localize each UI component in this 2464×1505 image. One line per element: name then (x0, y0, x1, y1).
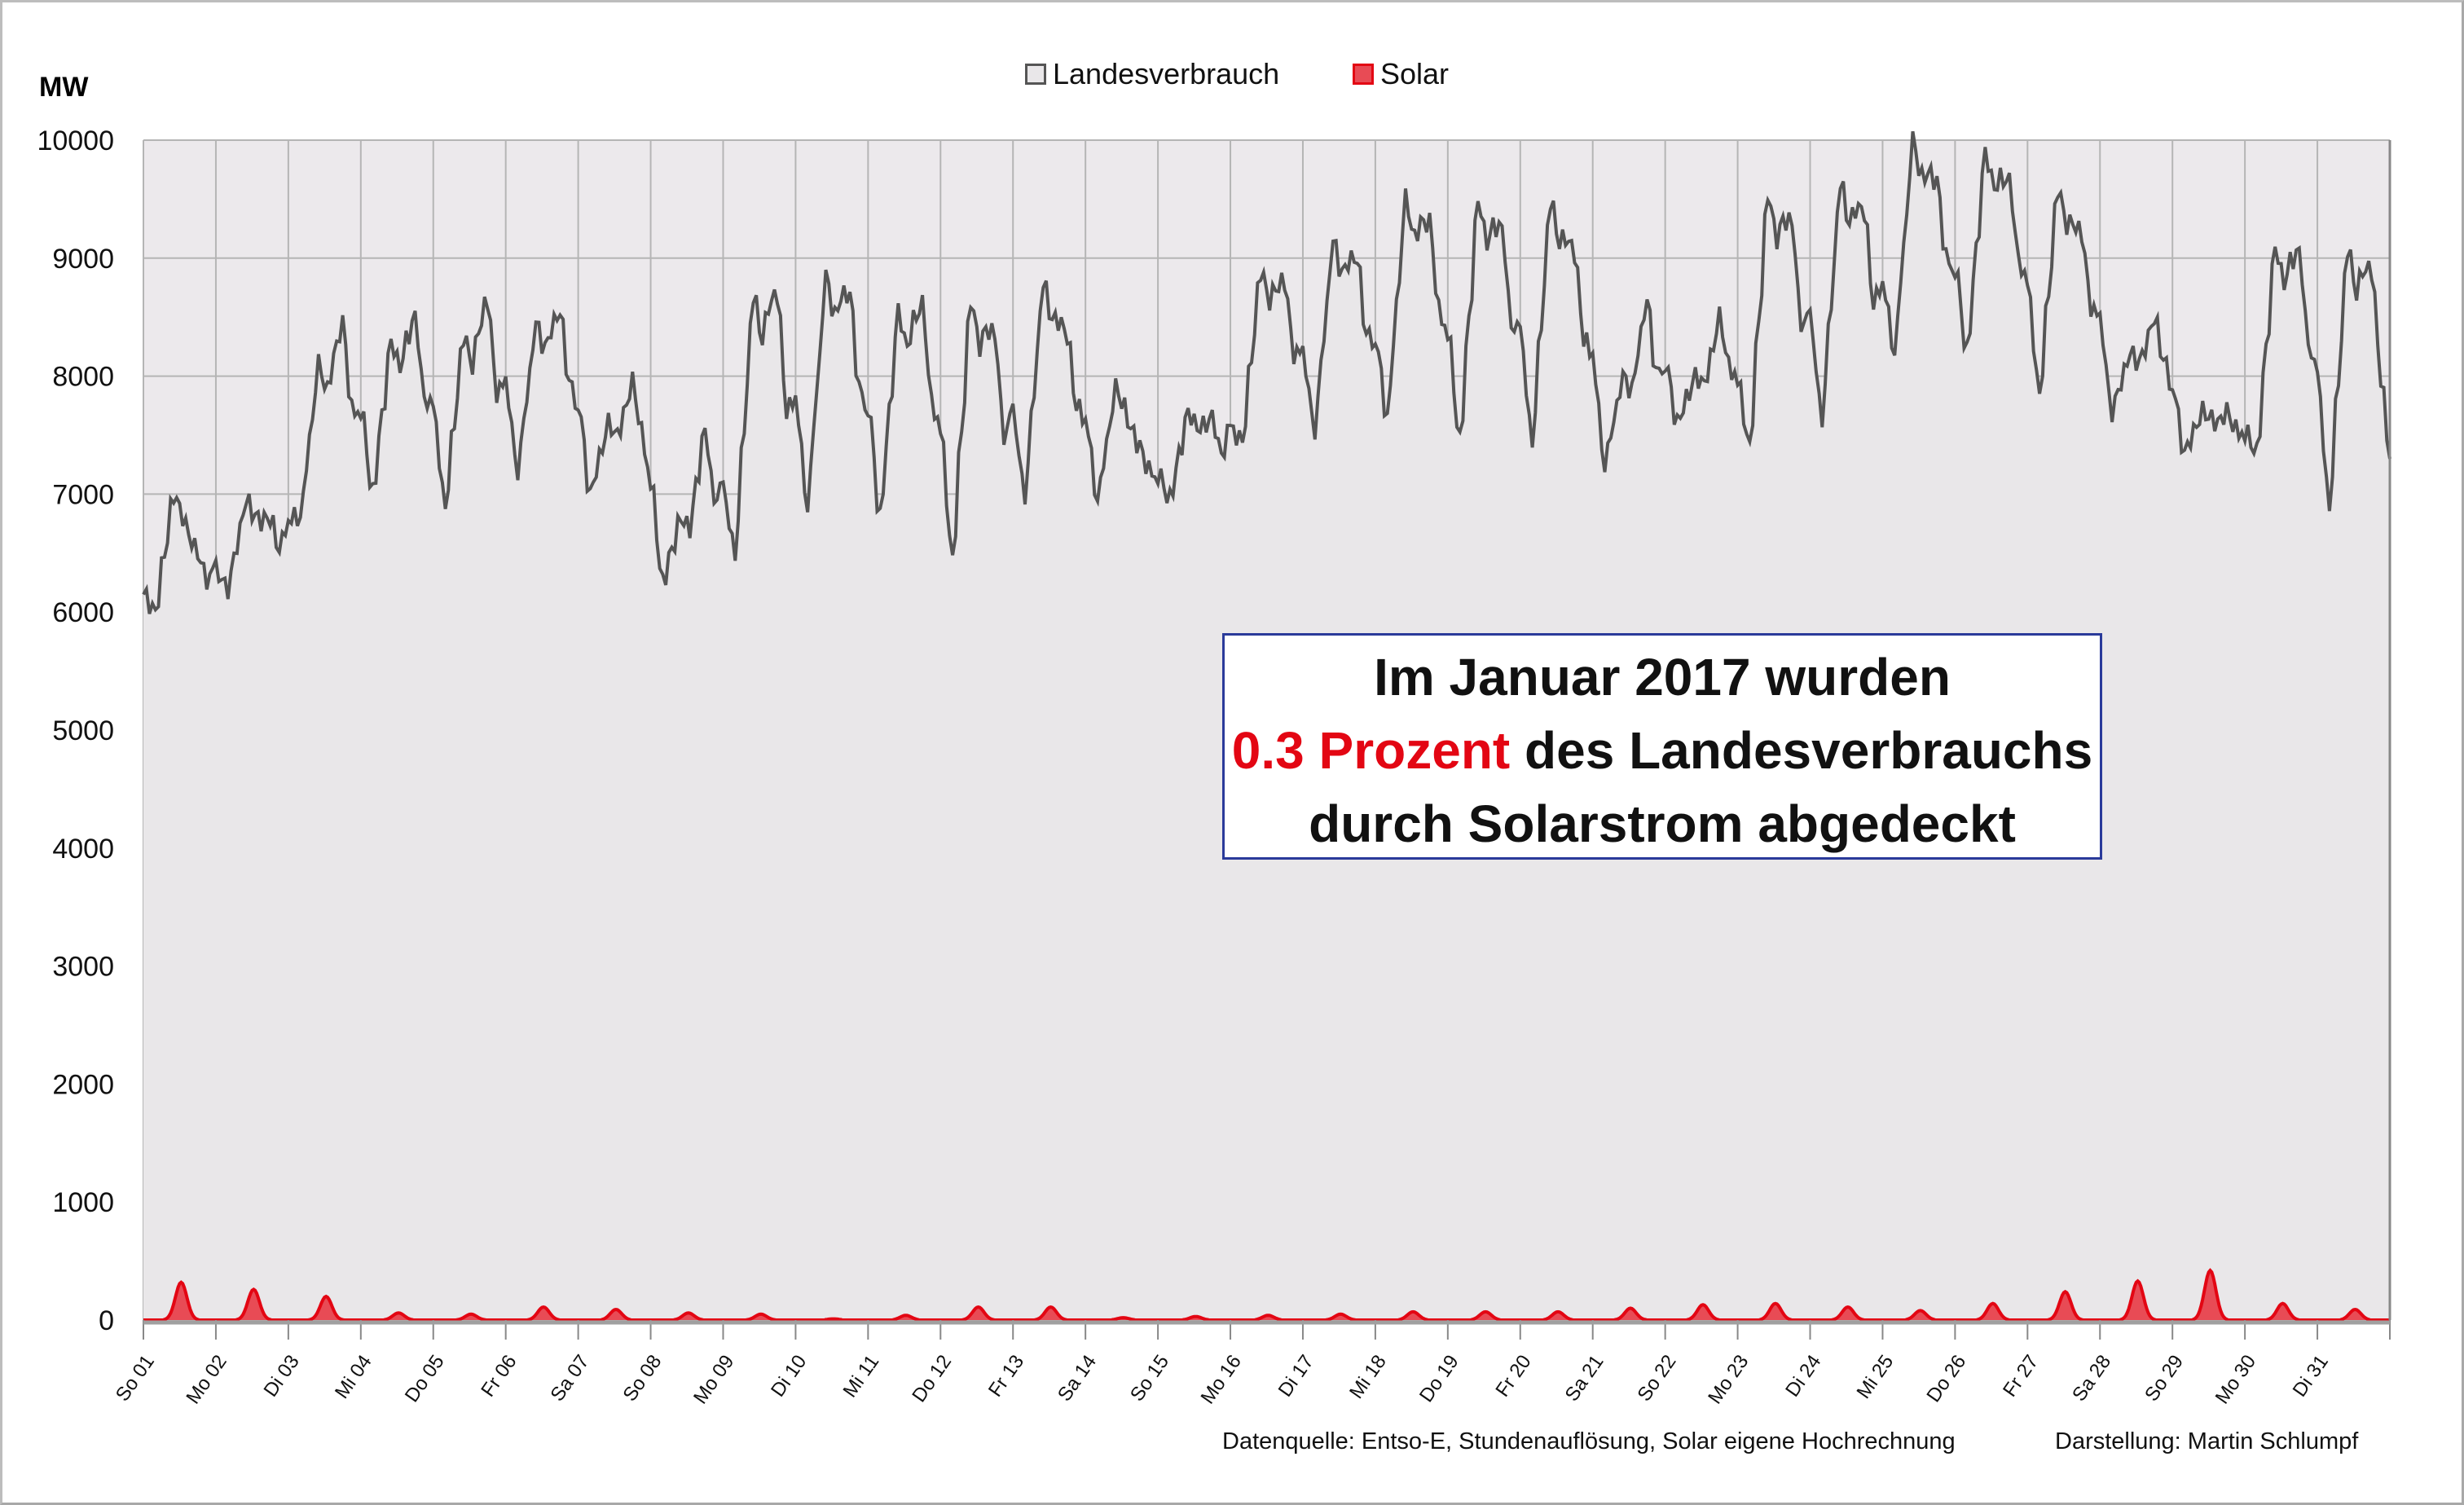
x-tick-label: Mi 11 (839, 1351, 884, 1402)
y-tick-label: 10000 (37, 125, 114, 156)
landesverbrauch-line (142, 130, 2391, 614)
y-tick-label: 4000 (52, 834, 114, 865)
y-tick-label: 5000 (52, 715, 114, 746)
y-axis-label: MW (39, 72, 89, 103)
x-tick-label: Do 19 (1415, 1351, 1463, 1406)
x-tick-label: Do 12 (908, 1351, 956, 1406)
legend-item-landesverbrauch: Landesverbrauch (1025, 57, 1279, 91)
legend-label: Solar (1380, 57, 1450, 90)
solar-line (143, 1268, 2390, 1322)
x-tick-label: So 08 (618, 1351, 666, 1406)
legend-item-solar: Solar (1353, 57, 1449, 91)
x-tick-label: Sa 21 (1561, 1351, 1608, 1406)
x-tick-label: Sa 14 (1054, 1351, 1101, 1406)
x-tick-label: Fr 13 (984, 1351, 1028, 1401)
x-tick-label: So 29 (2141, 1351, 2188, 1406)
annotation-highlight: 0.3 Prozent (1231, 721, 1511, 780)
x-tick-label: So 15 (1126, 1351, 1173, 1406)
y-tick-label: 3000 (52, 952, 114, 983)
y-tick-label: 7000 (52, 479, 114, 510)
x-tick-label: Fr 27 (1999, 1351, 2043, 1401)
x-tick-label: Sa 07 (546, 1351, 593, 1406)
x-tick-label: Mi 25 (1853, 1351, 1899, 1403)
annotation-line2: des Landesverbrauchs (1510, 721, 2093, 780)
y-tick-label: 9000 (52, 244, 114, 275)
x-tick-label: Di 31 (2289, 1351, 2333, 1401)
annotation-box: Im Januar 2017 wurden 0.3 Prozent des La… (1222, 633, 2102, 860)
x-tick-label: Fr 06 (477, 1351, 521, 1401)
x-tick-label: Mi 18 (1345, 1351, 1391, 1403)
x-tick-label: Mo 16 (1197, 1351, 1246, 1408)
footer-source: Datenquelle: Entso-E, Stundenauflösung, … (1222, 1428, 1956, 1454)
x-tick-label: Mo 30 (2211, 1351, 2260, 1408)
x-tick-label: Mo 09 (689, 1351, 738, 1408)
x-tick-label: So 22 (1633, 1351, 1680, 1406)
legend-swatch-solar (1353, 64, 1374, 85)
x-tick-label: Di 03 (260, 1351, 304, 1401)
x-tick-label: Do 05 (401, 1351, 449, 1406)
y-tick-label: 6000 (52, 597, 114, 628)
x-tick-label: Mo 23 (1704, 1351, 1753, 1408)
y-tick-label: 2000 (52, 1069, 114, 1100)
y-tick-label: 1000 (52, 1187, 114, 1218)
annotation-line2-wrapper: 0.3 Prozent des Landesverbrauchs (1225, 714, 2100, 787)
y-tick-label: 0 (99, 1305, 114, 1336)
y-tick-label: 8000 (52, 362, 114, 393)
legend-swatch-landesverbrauch (1025, 64, 1046, 85)
x-tick-label: Di 17 (1274, 1351, 1318, 1401)
x-tick-label: Mo 02 (182, 1351, 231, 1408)
x-tick-label: Di 10 (767, 1351, 811, 1401)
footer-credit: Darstellung: Martin Schlumpf (2055, 1428, 2359, 1454)
x-tick-label: Fr 20 (1491, 1351, 1535, 1401)
legend-label: Landesverbrauch (1053, 57, 1280, 90)
annotation-line1: Im Januar 2017 wurden (1374, 648, 1951, 706)
annotation-line3: durch Solarstrom abgedeckt (1309, 794, 2016, 853)
x-tick-label: Mi 04 (331, 1351, 376, 1403)
x-tick-label: So 01 (112, 1351, 159, 1406)
x-tick-label: Do 26 (1922, 1351, 1970, 1406)
x-tick-label: Sa 28 (2068, 1351, 2115, 1406)
x-tick-label: Di 24 (1781, 1351, 1825, 1401)
